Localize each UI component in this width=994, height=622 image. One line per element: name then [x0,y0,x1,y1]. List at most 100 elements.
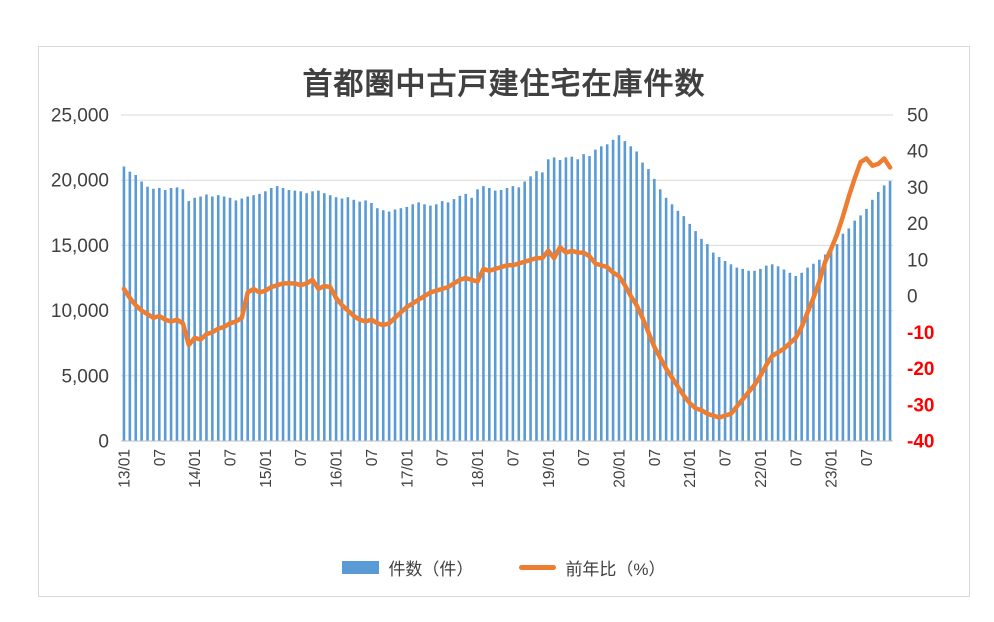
bar [458,195,462,441]
right-axis-tick-label: 0 [907,287,918,308]
bar [529,176,532,442]
bar [311,191,314,441]
bar [523,181,526,441]
bar [305,193,308,441]
x-axis-tick-label: 07 [859,449,876,466]
x-axis-tick-label: 14/01 [187,449,204,488]
x-axis-tick-label: 07 [293,449,310,466]
bar [635,151,638,441]
bar [818,259,821,441]
bar [594,149,597,441]
left-axis-tick-label: 0 [98,432,109,453]
bar [700,238,703,441]
bar [175,187,179,441]
bar [835,244,839,441]
right-axis-tick-label: 20 [907,214,928,235]
bar [387,211,391,441]
right-axis-tick-label: -40 [907,432,934,453]
bar [576,159,580,442]
bar [163,190,167,441]
bar [859,215,862,441]
bar [865,208,868,441]
right-axis-tick-label: -10 [907,323,934,344]
right-axis-tick-label: 30 [907,178,928,199]
x-axis-tick-label: 18/01 [470,449,487,488]
bar [564,157,568,441]
legend-label-bars: 件数（件） [388,560,474,579]
x-axis-tick-label: 17/01 [399,449,416,488]
bar [499,190,503,441]
bar [653,178,656,441]
bar [541,172,544,441]
bar [275,186,279,441]
bar [570,156,574,441]
bar [293,190,297,441]
bar [765,265,768,441]
bar [352,199,356,441]
bar [328,195,332,441]
x-axis-tick-label: 07 [788,449,805,466]
left-axis-tick-label: 5,000 [61,366,109,387]
bar [871,199,874,441]
x-axis-tick-label: 13/01 [116,449,133,488]
bar [647,169,650,441]
bar [505,188,509,441]
x-axis-tick-label: 23/01 [824,449,841,488]
legend-label-line: 前年比（%） [565,560,666,579]
bar [841,233,845,441]
bar [228,197,232,441]
bar [299,191,303,441]
chart-frame: 首都圏中古戸建住宅在庫件数 25,000 20,000 15,000 10,000 5,… [38,46,970,597]
bar [741,268,745,441]
bar [747,270,750,441]
x-axis-tick-label: 07 [718,449,735,466]
bar [641,162,644,441]
legend-item-line: 前年比（%） [519,555,666,580]
bar [269,188,273,441]
bar [440,201,444,441]
bar [205,194,208,441]
bar [340,198,344,441]
bar [187,201,191,441]
bar [423,204,426,441]
bar [511,186,515,441]
x-axis-tick-label: 15/01 [258,449,275,488]
bar [488,188,491,441]
bar [122,166,126,441]
bar [717,257,721,441]
bar [617,135,621,441]
x-axis-tick-label: 07 [576,449,593,466]
bar [281,188,285,441]
bar [829,249,833,441]
bar [853,220,856,441]
bar [399,208,403,441]
bar [411,204,415,441]
bar [393,209,397,441]
bar [770,264,774,441]
x-axis-tick-label: 22/01 [753,449,770,488]
bar [199,196,202,441]
bar [735,267,739,441]
bar [623,141,627,441]
bar [517,187,521,441]
bar [676,210,680,441]
left-axis-tick-label: 15,000 [51,236,109,257]
bar [611,139,615,442]
bar [888,180,892,441]
bar-series-swatch [342,561,380,574]
bar [476,189,479,441]
bar [729,264,733,441]
bar [470,197,473,441]
x-axis-tick-label: 16/01 [329,449,346,488]
x-axis-tick-label: 07 [223,449,240,466]
bar [546,159,550,442]
bar [682,216,686,441]
x-axis-tick-label: 07 [435,449,452,466]
bar [723,261,727,441]
bar [788,272,792,441]
legend: 件数（件） 前年比（%） [39,555,969,580]
bar [812,263,815,441]
bar [711,252,715,441]
plot-area: 25,000 20,000 15,000 10,000 5,000 0 50 40 30 20 10… [51,106,935,488]
bar [452,199,456,441]
